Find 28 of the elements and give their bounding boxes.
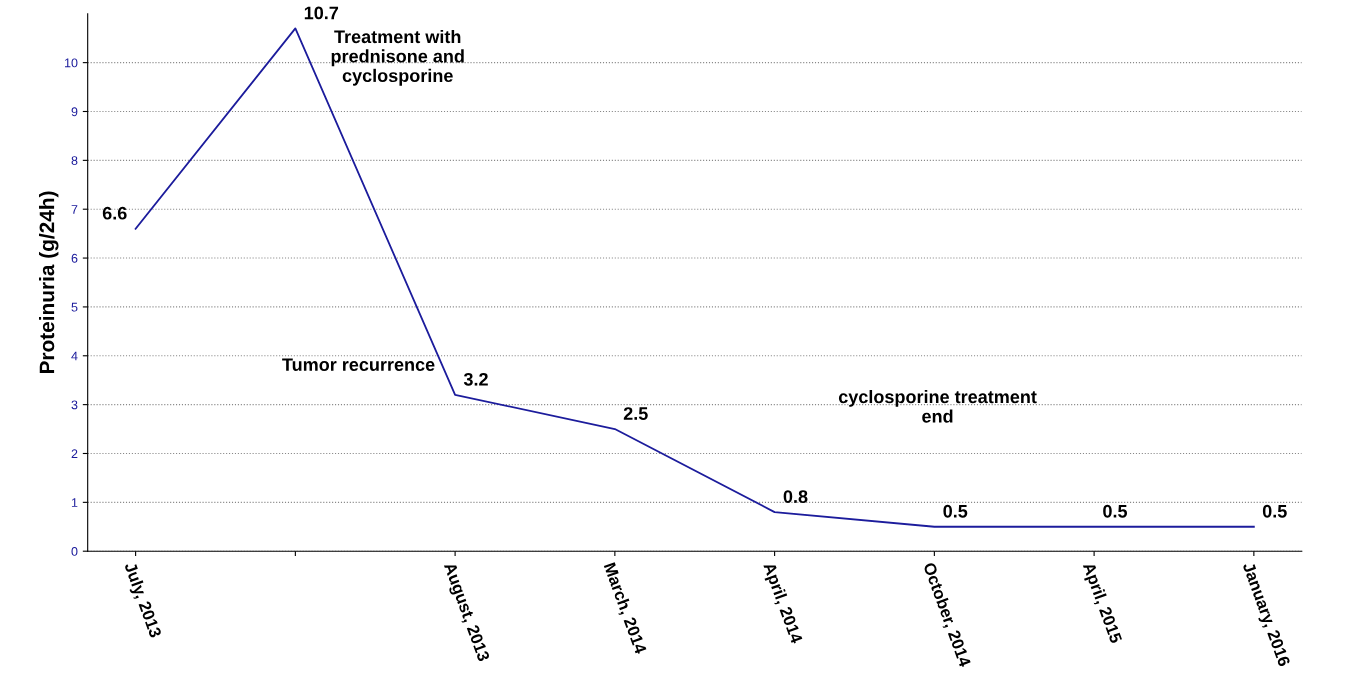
- annotation: Treatment with prednisone and cyclosporine: [331, 29, 464, 86]
- data-label: 0.5: [1262, 504, 1287, 518]
- y-tick-label: 2: [71, 449, 78, 459]
- y-axis-title: Proteinuria (g/24h): [38, 191, 59, 374]
- line-series: [134, 27, 1255, 528]
- y-tick-label: 6: [71, 253, 78, 263]
- y-tick-label: 5: [71, 302, 78, 312]
- y-tick-label: 7: [71, 205, 78, 214]
- x-tick-label: April, 2014: [760, 561, 804, 646]
- y-tick-label: 4: [71, 351, 78, 361]
- y-tick-label: 8: [71, 156, 78, 165]
- y-tick-label: 3: [71, 400, 78, 410]
- data-label: 2.5: [623, 407, 648, 420]
- data-label: 0.8: [783, 490, 808, 503]
- data-label: 0.5: [943, 504, 968, 518]
- data-label: 10.7: [304, 6, 339, 20]
- x-tick-label: April, 2015: [1079, 561, 1123, 646]
- data-label: 3.2: [463, 372, 488, 386]
- y-tick-label: 10: [65, 58, 78, 68]
- y-tick-label: 0: [71, 547, 78, 556]
- x-tick-label: July, 2013: [121, 561, 163, 640]
- data-label: 0.5: [1103, 504, 1128, 518]
- annotation: Tumor recurrence: [282, 358, 435, 371]
- y-tick-label: 9: [71, 107, 78, 117]
- x-tick-label: March, 2014: [601, 561, 648, 656]
- data-label: 6.6: [102, 206, 127, 220]
- y-tick-label: 1: [71, 498, 78, 507]
- annotation: cyclosporine treatment end: [838, 389, 1037, 423]
